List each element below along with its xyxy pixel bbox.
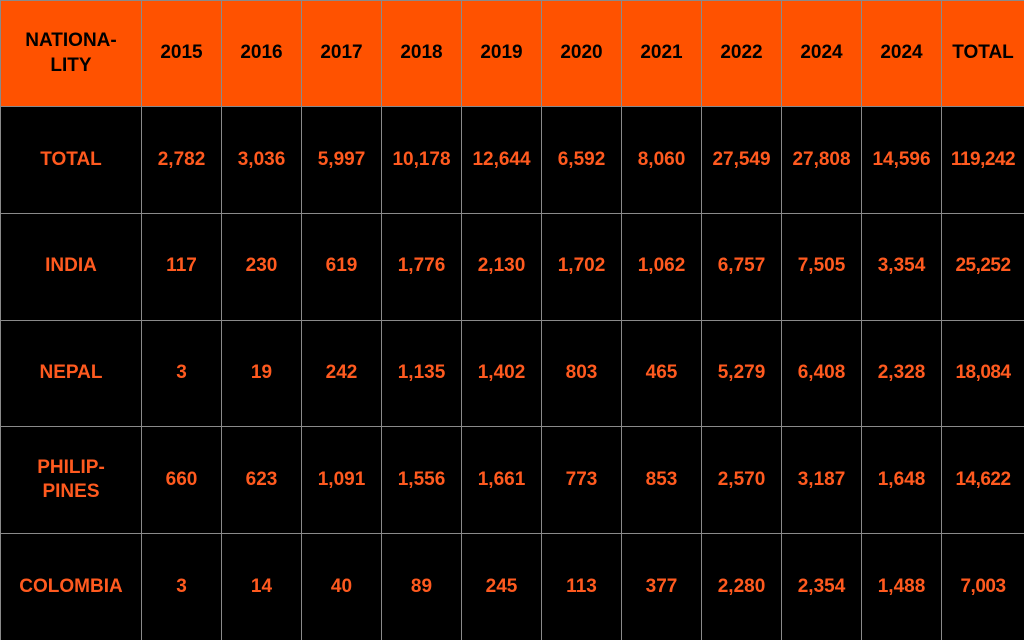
row-total-cell: 18,084 <box>941 319 1024 428</box>
table-cell: 113 <box>541 533 622 640</box>
table-cell: 40 <box>301 533 382 640</box>
header-year: 2021 <box>621 0 702 107</box>
row-total-cell: 7,003 <box>941 533 1024 640</box>
table-cell: 853 <box>621 426 702 535</box>
table-cell: 773 <box>541 426 622 535</box>
table-cell: 6,757 <box>701 212 782 321</box>
table-cell: 465 <box>621 319 702 428</box>
table-cell: 2,570 <box>701 426 782 535</box>
table-cell: 619 <box>301 212 382 321</box>
table-cell: 2,130 <box>461 212 542 321</box>
table-cell: 117 <box>141 212 222 321</box>
row-label: COLOMBIA <box>0 533 142 640</box>
table-cell: 3 <box>141 319 222 428</box>
table-cell: 19 <box>221 319 302 428</box>
table-row: INDIA 117 230 619 1,776 2,130 1,702 1,06… <box>0 212 1024 321</box>
table-cell: 14 <box>221 533 302 640</box>
header-year: 2015 <box>141 0 222 107</box>
table-cell: 245 <box>461 533 542 640</box>
table-cell: 3,036 <box>221 106 302 214</box>
table-cell: 1,488 <box>861 533 942 640</box>
table-cell: 12,644 <box>461 106 542 214</box>
header-year: 2016 <box>221 0 302 107</box>
table-cell: 623 <box>221 426 302 535</box>
table-cell: 1,702 <box>541 212 622 321</box>
table-cell: 8,060 <box>621 106 702 214</box>
table-cell: 3,187 <box>781 426 862 535</box>
header-year: 2022 <box>701 0 782 107</box>
table-cell: 89 <box>381 533 462 640</box>
table-cell: 1,661 <box>461 426 542 535</box>
header-year: 2018 <box>381 0 462 107</box>
table-cell: 660 <box>141 426 222 535</box>
table-cell: 3 <box>141 533 222 640</box>
table-cell: 27,808 <box>781 106 862 214</box>
table-cell: 1,135 <box>381 319 462 428</box>
table-row: TOTAL 2,782 3,036 5,997 10,178 12,644 6,… <box>0 106 1024 214</box>
row-label: NEPAL <box>0 319 142 428</box>
table-cell: 803 <box>541 319 622 428</box>
header-year: 2024 <box>781 0 862 107</box>
table-cell: 2,328 <box>861 319 942 428</box>
header-total: TOTAL <box>941 0 1024 107</box>
table-cell: 242 <box>301 319 382 428</box>
table-cell: 2,280 <box>701 533 782 640</box>
table-cell: 5,279 <box>701 319 782 428</box>
table-cell: 10,178 <box>381 106 462 214</box>
table-cell: 6,592 <box>541 106 622 214</box>
row-total-cell: 14,622 <box>941 426 1024 535</box>
table-cell: 2,782 <box>141 106 222 214</box>
table-cell: 2,354 <box>781 533 862 640</box>
table-cell: 1,776 <box>381 212 462 321</box>
header-row: NATIONA- LITY 2015 2016 2017 2018 2019 2… <box>0 0 1024 107</box>
table-row: COLOMBIA 3 14 40 89 245 113 377 2,280 2,… <box>0 533 1024 640</box>
table-cell: 377 <box>621 533 702 640</box>
table-cell: 7,505 <box>781 212 862 321</box>
header-year: 2020 <box>541 0 622 107</box>
header-year: 2024 <box>861 0 942 107</box>
table-cell: 3,354 <box>861 212 942 321</box>
table-cell: 6,408 <box>781 319 862 428</box>
table-cell: 1,091 <box>301 426 382 535</box>
header-nationality: NATIONA- LITY <box>0 0 142 107</box>
table-row: PHILIP- PINES 660 623 1,091 1,556 1,661 … <box>0 426 1024 535</box>
table-cell: 1,402 <box>461 319 542 428</box>
table-cell: 1,648 <box>861 426 942 535</box>
row-total-cell: 119,242 <box>941 106 1024 214</box>
table-row: NEPAL 3 19 242 1,135 1,402 803 465 5,279… <box>0 319 1024 428</box>
table-cell: 1,556 <box>381 426 462 535</box>
table-cell: 1,062 <box>621 212 702 321</box>
row-total-cell: 25,252 <box>941 212 1024 321</box>
row-label: TOTAL <box>0 106 142 214</box>
table-cell: 230 <box>221 212 302 321</box>
table-cell: 14,596 <box>861 106 942 214</box>
header-year: 2017 <box>301 0 382 107</box>
row-label: INDIA <box>0 212 142 321</box>
table-cell: 5,997 <box>301 106 382 214</box>
row-label: PHILIP- PINES <box>0 426 142 535</box>
table-cell: 27,549 <box>701 106 782 214</box>
header-year: 2019 <box>461 0 542 107</box>
